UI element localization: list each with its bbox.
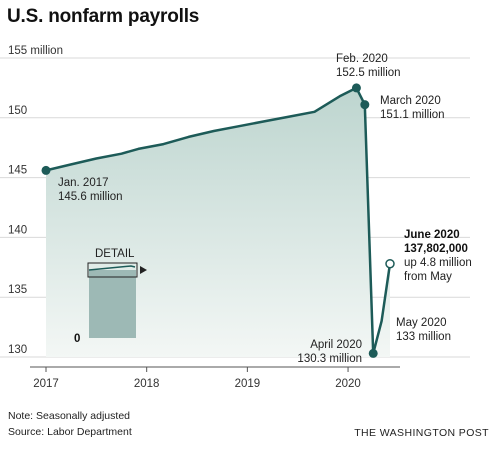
- annotation-text: 133 million: [396, 331, 451, 343]
- inset-zero-label: 0: [74, 333, 80, 345]
- y-tick-label: 150: [8, 105, 27, 117]
- annotation-text: up 4.8 million: [404, 257, 472, 269]
- y-tick-label: 155 million: [8, 45, 63, 57]
- annotation-text: 137,802,000: [404, 243, 468, 255]
- annotation-text: 151.1 million: [380, 109, 445, 121]
- x-tick-label: 2020: [335, 378, 361, 390]
- data-point: [360, 100, 370, 110]
- data-point: [41, 165, 51, 175]
- annotation-text: May 2020: [396, 317, 447, 329]
- x-tick-label: 2018: [134, 378, 160, 390]
- annotation-text: from May: [404, 271, 452, 283]
- footer-credit: THE WASHINGTON POST: [354, 427, 489, 439]
- footer-source: Source: Labor Department: [8, 426, 132, 438]
- chart-title: U.S. nonfarm payrolls: [7, 6, 200, 27]
- data-point: [385, 258, 395, 269]
- annotation-text: Jan. 2017: [58, 177, 109, 189]
- inset-line: [88, 265, 136, 271]
- data-point: [368, 348, 378, 358]
- inset-label: DETAIL: [95, 248, 135, 260]
- y-tick-label: 140: [8, 224, 27, 236]
- annotation-text: March 2020: [380, 95, 441, 107]
- x-tick-label: 2019: [235, 378, 261, 390]
- annotation-text: June 2020: [404, 229, 460, 241]
- annotation-text: Feb. 2020: [336, 53, 388, 65]
- inset-arrow: [140, 266, 147, 274]
- annotation-text: 145.6 million: [58, 191, 123, 203]
- footer-note: Note: Seasonally adjusted: [8, 410, 130, 422]
- x-tick-label: 2017: [33, 378, 59, 390]
- annotation-text: 152.5 million: [336, 67, 401, 79]
- y-tick-label: 135: [8, 284, 27, 296]
- annotation-text: April 2020: [310, 339, 362, 351]
- data-point: [351, 83, 361, 93]
- y-tick-label: 145: [8, 165, 27, 177]
- series-line: [45, 86, 392, 355]
- inset-bar: [89, 270, 136, 338]
- annotation-text: 130.3 million: [297, 353, 362, 365]
- y-tick-label: 130: [8, 344, 27, 356]
- inset-detail-frame: [87, 262, 138, 278]
